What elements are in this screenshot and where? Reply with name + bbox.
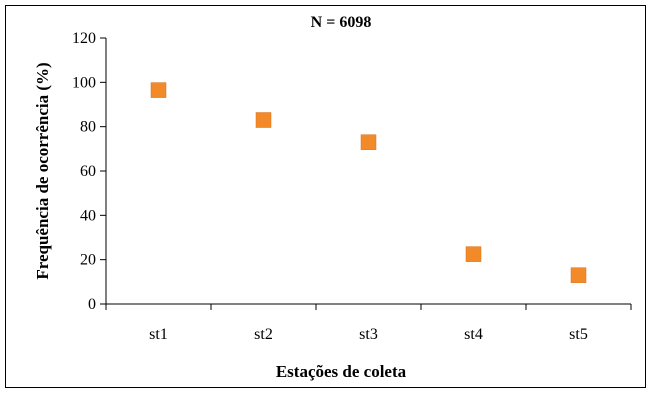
y-tick-label: 0	[88, 296, 96, 313]
data-point	[360, 134, 377, 150]
y-tick-label: 80	[80, 119, 96, 136]
x-axis-title: Estações de coleta	[276, 362, 407, 381]
x-tick-label: st2	[254, 326, 273, 343]
y-tick-label: 120	[72, 30, 96, 47]
x-tick-label: st1	[149, 326, 168, 343]
data-point	[150, 82, 167, 98]
x-tick-label: st4	[464, 326, 483, 343]
y-tick-label: 60	[80, 163, 96, 180]
chart-title: N = 6098	[311, 14, 372, 31]
data-point	[570, 267, 587, 283]
plot-area: 0 20 40 60 80 100 120 st1 st2 st3 st4 st5	[72, 30, 632, 343]
chart-frame	[5, 5, 646, 388]
x-tick-label: st5	[569, 326, 588, 343]
y-tick-label: 20	[80, 252, 96, 269]
y-axis-title: Frequência de ocorrência (%)	[33, 62, 52, 279]
y-tick-label: 40	[80, 207, 96, 224]
data-point	[255, 112, 272, 128]
x-tick-label: st3	[359, 326, 378, 343]
data-point	[465, 246, 482, 262]
y-tick-label: 100	[72, 74, 96, 91]
